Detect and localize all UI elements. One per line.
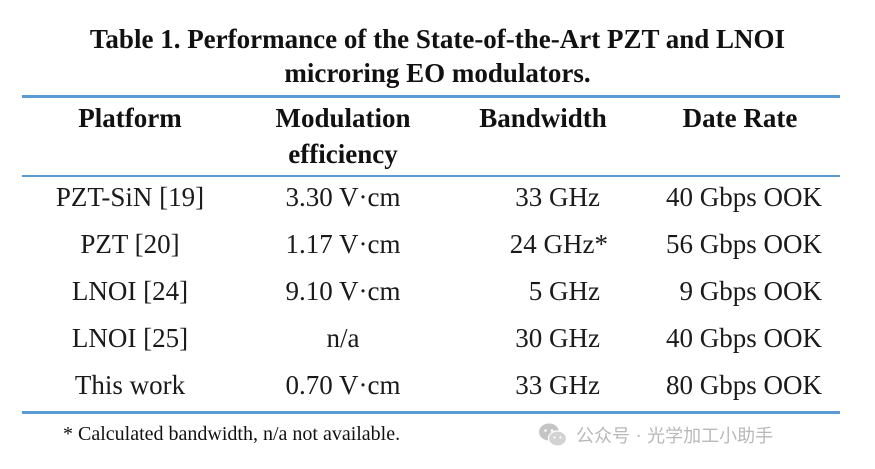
header-modulation-efficiency: Modulation efficiency	[248, 100, 438, 172]
footnote: * Calculated bandwidth, n/a not availabl…	[63, 423, 401, 445]
wechat-icon	[539, 423, 568, 447]
cell-platform: PZT-SiN [19]	[55, 182, 205, 212]
cell-bandwidth: 30 GHz	[515, 323, 600, 353]
table-row: This work 0.70 V·cm 33 GHz 80 Gbps OOK	[0, 362, 875, 409]
header-platform: Platform	[78, 103, 182, 133]
cell-rate: 9 Gbps OOK	[679, 276, 822, 306]
bottom-rule	[22, 411, 840, 414]
cell-rate: 40 Gbps OOK	[665, 182, 822, 212]
cell-rate: 80 Gbps OOK	[665, 370, 822, 400]
cell-modulation: n/a	[326, 323, 360, 353]
header-bandwidth: Bandwidth	[479, 103, 607, 133]
cell-bandwidth: 5 GHz	[528, 276, 600, 306]
top-rule	[22, 95, 840, 98]
cell-bandwidth: 33 GHz	[515, 370, 600, 400]
table-row: PZT [20] 1.17 V·cm 24 GHz* 56 Gbps OOK	[0, 221, 875, 268]
table-row: PZT-SiN [19] 3.30 V·cm 33 GHz 40 Gbps OO…	[0, 174, 875, 221]
cell-modulation: 3.30 V·cm	[285, 182, 401, 212]
table-row: LNOI [24] 9.10 V·cm 5 GHz 9 Gbps OOK	[0, 268, 875, 315]
cell-platform: PZT [20]	[80, 229, 180, 259]
cell-rate: 40 Gbps OOK	[665, 323, 822, 353]
cell-platform: LNOI [25]	[71, 323, 189, 353]
cell-modulation: 9.10 V·cm	[285, 276, 401, 306]
cell-bandwidth: 24 GHz*	[509, 229, 608, 259]
cell-platform: LNOI [24]	[71, 276, 189, 306]
table-title-line2: microring EO modulators.	[284, 58, 591, 88]
cell-rate: 56 Gbps OOK	[665, 229, 822, 259]
header-rule	[22, 175, 840, 177]
table-title-line1: Table 1. Performance of the State-of-the…	[89, 24, 786, 54]
header-modulation-line2: efficiency	[288, 139, 398, 169]
cell-modulation: 0.70 V·cm	[285, 370, 401, 400]
header-data-rate: Date Rate	[682, 103, 798, 133]
watermark: 公众号 · 光学加工小助手	[538, 420, 773, 450]
table-title: Table 1. Performance of the State-of-the…	[0, 22, 875, 90]
table-row: LNOI [25] n/a 30 GHz 40 Gbps OOK	[0, 315, 875, 362]
cell-bandwidth: 33 GHz	[515, 182, 600, 212]
header-modulation-line1: Modulation	[275, 103, 411, 133]
watermark-text: 公众号 · 光学加工小助手	[576, 426, 774, 447]
cell-modulation: 1.17 V·cm	[285, 229, 401, 259]
cell-platform: This work	[74, 370, 186, 400]
